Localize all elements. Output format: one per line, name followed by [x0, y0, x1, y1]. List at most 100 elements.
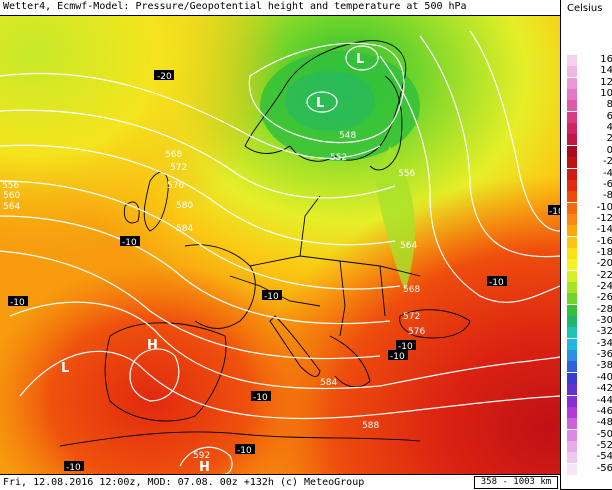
legend-swatch — [567, 202, 577, 214]
legend-label: -14 — [596, 224, 612, 236]
legend-label: -28 — [596, 303, 612, 315]
temp-label: -10 — [489, 278, 504, 288]
legend-label: -54 — [596, 451, 612, 463]
legend-row: -18 — [567, 246, 612, 259]
legend-swatch — [567, 406, 577, 418]
legend-label: 6 — [606, 110, 612, 122]
legend-row: 6 — [567, 110, 612, 123]
legend-label: -12 — [596, 212, 612, 224]
legend-label: -52 — [596, 439, 612, 451]
contour-label: 576 — [167, 181, 184, 191]
contour-label: 556 — [398, 169, 415, 179]
legend-swatch — [567, 123, 577, 135]
legend-row: -48 — [567, 417, 612, 430]
legend-row: -12 — [567, 212, 612, 225]
legend-swatch — [567, 395, 577, 407]
contour-label: 556 — [2, 181, 19, 191]
legend-swatch — [567, 293, 577, 305]
legend-row: -20 — [567, 258, 612, 271]
scale-bar: 358 - 1003 km — [474, 476, 558, 489]
legend-row: -4 — [567, 167, 612, 180]
low-center-label: L — [356, 52, 364, 67]
contour-label: 552 — [330, 153, 347, 163]
status-footer: Fri, 12.08.2016 12:00z, MOD: 07.08. 00z … — [0, 474, 560, 490]
legend-label: 10 — [600, 88, 612, 100]
legend-swatch — [567, 111, 577, 123]
legend-row: -24 — [567, 281, 612, 293]
contour-label: 584 — [176, 224, 193, 234]
legend-row: -38 — [567, 360, 612, 373]
legend-swatch — [567, 282, 577, 293]
legend-row: -6 — [567, 179, 612, 191]
legend-swatch — [567, 327, 577, 339]
legend-swatch — [567, 304, 577, 316]
legend-swatch — [567, 270, 577, 282]
legend-title: Celsius — [567, 3, 603, 14]
temp-label: -10 — [264, 292, 279, 302]
map-title: Wetter4, Ecmwf-Model: Pressure/Geopotent… — [3, 1, 467, 12]
legend-swatch — [567, 191, 577, 203]
legend-label: -18 — [596, 246, 612, 258]
contour-label: 564 — [400, 241, 417, 251]
legend-row: -16 — [567, 235, 612, 248]
weather-map[interactable]: 548 552 556 556 560 564 564 568 568 572 … — [0, 16, 560, 474]
legend-row: 8 — [567, 99, 612, 112]
contour-label: 572 — [403, 312, 420, 322]
high-center-label: H — [147, 338, 158, 353]
legend-row: 10 — [567, 88, 612, 101]
legend-row: -32 — [567, 326, 612, 339]
legend-label: -38 — [596, 360, 612, 372]
legend-label: -8 — [603, 190, 612, 202]
legend-swatch — [567, 452, 577, 464]
legend-swatch — [567, 213, 577, 225]
legend-row: -26 — [567, 292, 612, 305]
legend-swatch — [567, 259, 577, 271]
run-info: Fri, 12.08.2016 12:00z, MOD: 07.08. 00z … — [3, 477, 365, 488]
legend-row: -28 — [567, 303, 612, 316]
contour-label: 564 — [3, 202, 20, 212]
legend-label: -24 — [596, 281, 612, 292]
temp-labels: -20 -10 -10 -10 -10 -10 -10 -10 -10 -10 … — [8, 70, 560, 473]
legend-swatch — [567, 350, 577, 362]
temp-label: -10 — [398, 342, 413, 352]
temp-label: -10 — [237, 446, 252, 456]
legend-label: 12 — [600, 76, 612, 88]
legend-label: 16 — [600, 54, 612, 65]
contour-label: 592 — [193, 451, 210, 461]
legend-label: -16 — [596, 235, 612, 247]
legend-swatch — [567, 247, 577, 259]
legend-swatch — [567, 100, 577, 112]
legend-row: -42 — [567, 383, 612, 396]
temp-label: -10 — [549, 207, 560, 217]
legend-swatch — [567, 157, 577, 169]
contour-label: 572 — [170, 163, 187, 173]
legend-label: -34 — [596, 337, 612, 349]
legend-swatch — [567, 77, 577, 89]
legend-swatch — [567, 429, 577, 441]
legend-swatch — [567, 145, 577, 157]
legend-swatch — [567, 316, 577, 328]
temp-label: -10 — [10, 298, 25, 308]
legend-swatch — [567, 463, 577, 475]
legend-row: -40 — [567, 372, 612, 384]
legend-label: -26 — [596, 292, 612, 304]
legend-row: -34 — [567, 337, 612, 350]
legend-label: -42 — [596, 383, 612, 395]
legend-label: -22 — [596, 269, 612, 281]
legend-swatch — [567, 372, 577, 384]
low-center-label: L — [316, 96, 324, 111]
temp-label: -10 — [122, 238, 137, 248]
legend-label: -44 — [596, 394, 612, 406]
contour-label: 568 — [403, 285, 420, 295]
high-center-label: H — [199, 460, 210, 474]
legend-row: -10 — [567, 202, 612, 214]
legend-label: -4 — [603, 167, 612, 179]
map-canvas: 548 552 556 556 560 564 564 568 568 572 … — [0, 16, 560, 474]
legend-row: -54 — [567, 451, 612, 464]
temperature-legend: Celsius 16 14 12 10 8 6 4 2 0 -2 -4 -6 -8 -10 -12 -14 -1… — [560, 0, 612, 489]
legend-row: -30 — [567, 315, 612, 328]
legend-label: -46 — [596, 405, 612, 417]
legend-label: -30 — [596, 315, 612, 327]
legend-swatch — [567, 338, 577, 350]
legend-label: 14 — [600, 65, 612, 77]
